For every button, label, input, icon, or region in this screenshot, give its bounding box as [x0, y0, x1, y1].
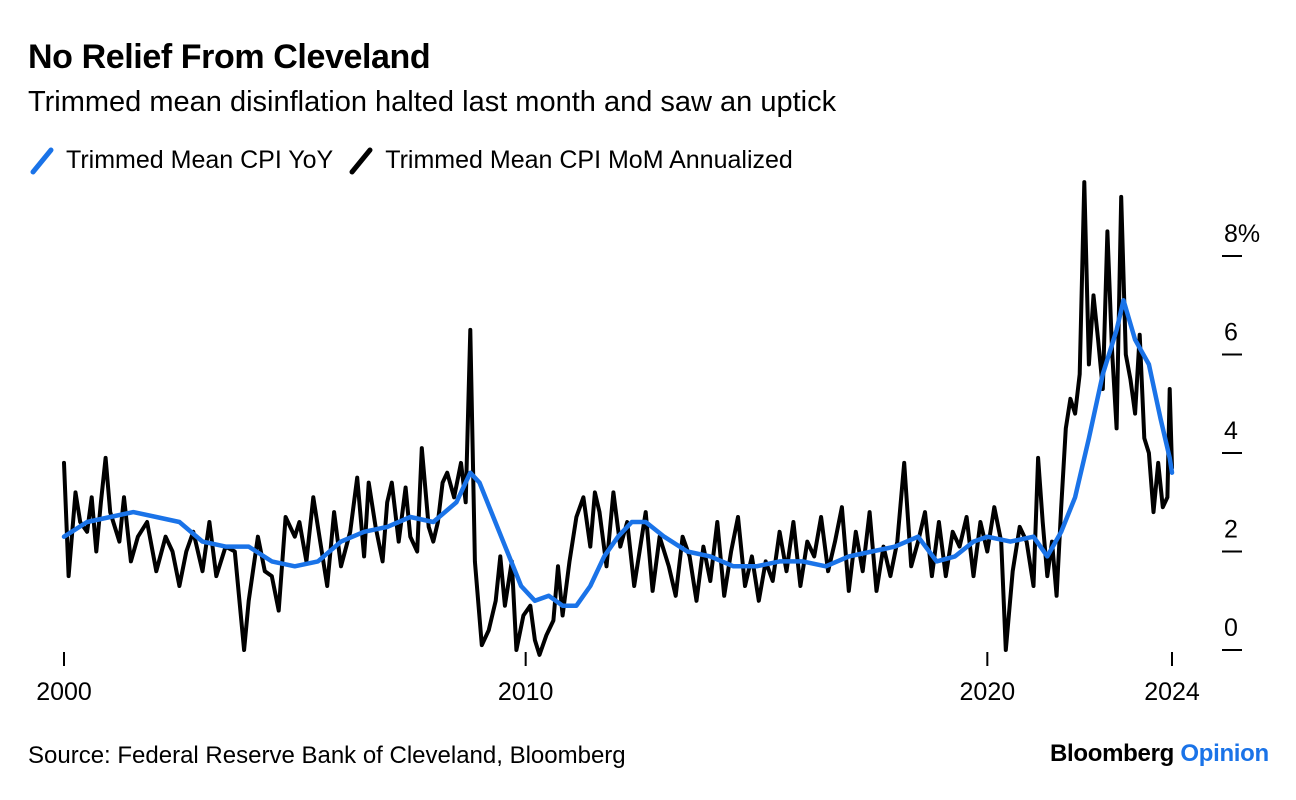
legend-label-yoy: Trimmed Mean CPI YoY	[66, 146, 334, 174]
legend-item-yoy: Trimmed Mean CPI YoY	[28, 146, 333, 175]
y-tick-label: 4	[1224, 417, 1238, 445]
legend-swatch-mom-icon	[349, 147, 373, 174]
y-tick-label: 8%	[1224, 220, 1260, 248]
x-tick-label: 2000	[36, 678, 92, 706]
y-tick-label: 2	[1224, 516, 1238, 544]
series-line-yoy	[61, 298, 1175, 608]
y-tick-label: 6	[1224, 319, 1238, 347]
y-tick-label: 0	[1224, 614, 1238, 642]
x-tick-label: 2020	[960, 678, 1016, 706]
series-line-mom	[62, 180, 1174, 657]
chart-title: No Relief From Cleveland	[28, 38, 431, 76]
x-tick-label: 2024	[1144, 678, 1200, 706]
brand-logo: Bloomberg Opinion	[1050, 740, 1269, 768]
brand-name: Bloomberg	[1050, 740, 1174, 767]
chart-subtitle: Trimmed mean disinflation halted last mo…	[28, 86, 837, 118]
source-note: Source: Federal Reserve Bank of Clevelan…	[28, 742, 626, 769]
legend-item-mom: Trimmed Mean CPI MoM Annualized	[347, 146, 793, 175]
x-tick-label: 2010	[498, 678, 554, 706]
legend-swatch-yoy-icon	[30, 147, 54, 174]
brand-suffix: Opinion	[1180, 740, 1269, 767]
legend: Trimmed Mean CPI YoY Trimmed Mean CPI Mo…	[28, 146, 807, 175]
legend-label-mom: Trimmed Mean CPI MoM Annualized	[385, 146, 793, 174]
